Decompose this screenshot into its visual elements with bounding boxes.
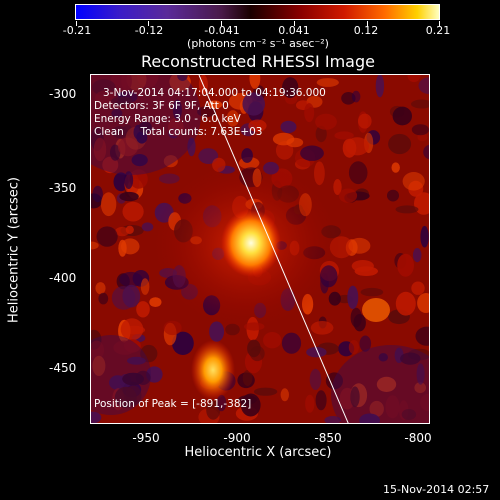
solar-image-plot: 3-Nov-2014 04:17:04.000 to 04:19:36.000 … [90,74,430,424]
colorbar-units: (photons cm⁻² s⁻¹ asec⁻²) [187,37,329,50]
colorbar [75,4,440,26]
y-tick-label: -400 [49,271,77,285]
colorbar-tick: 0.21 [425,24,451,37]
timestamp: 15-Nov-2014 02:57 [383,483,490,496]
y-axis-label: Heliocentric Y (arcsec) [6,177,22,323]
y-tick-label: -450 [49,361,77,375]
colorbar-tick: -0.21 [62,24,92,37]
y-tick-label: -350 [49,181,77,195]
peak-position-text: Position of Peak = [-891,-382] [94,398,252,410]
detectors-text: Detectors: 3F 6F 9F, Att 0 [94,100,229,112]
x-tick-label: -800 [404,431,432,445]
x-tick-label: -950 [132,431,160,445]
x-tick-label: -850 [314,431,342,445]
image-title: Reconstructed RHESSI Image [141,52,375,71]
time-range-text: 3-Nov-2014 04:17:04.000 to 04:19:36.000 [103,87,326,99]
energy-range-text: Energy Range: 3.0 - 6.0 keV [94,113,241,125]
colorbar-tick: -0.041 [204,24,240,37]
colorbar-tick: 0.041 [278,24,310,37]
rhessi-image [91,75,429,423]
x-axis-label: Heliocentric X (arcsec) [184,445,332,460]
colorbar-tick: -0.12 [134,24,164,37]
colorbar-tick: 0.12 [353,24,379,37]
solar-limb-line [198,75,349,423]
x-tick-label: -900 [223,431,251,445]
y-tick-label: -300 [49,87,77,101]
clean-counts-text: Clean Total counts: 7.63E+03 [94,126,263,138]
